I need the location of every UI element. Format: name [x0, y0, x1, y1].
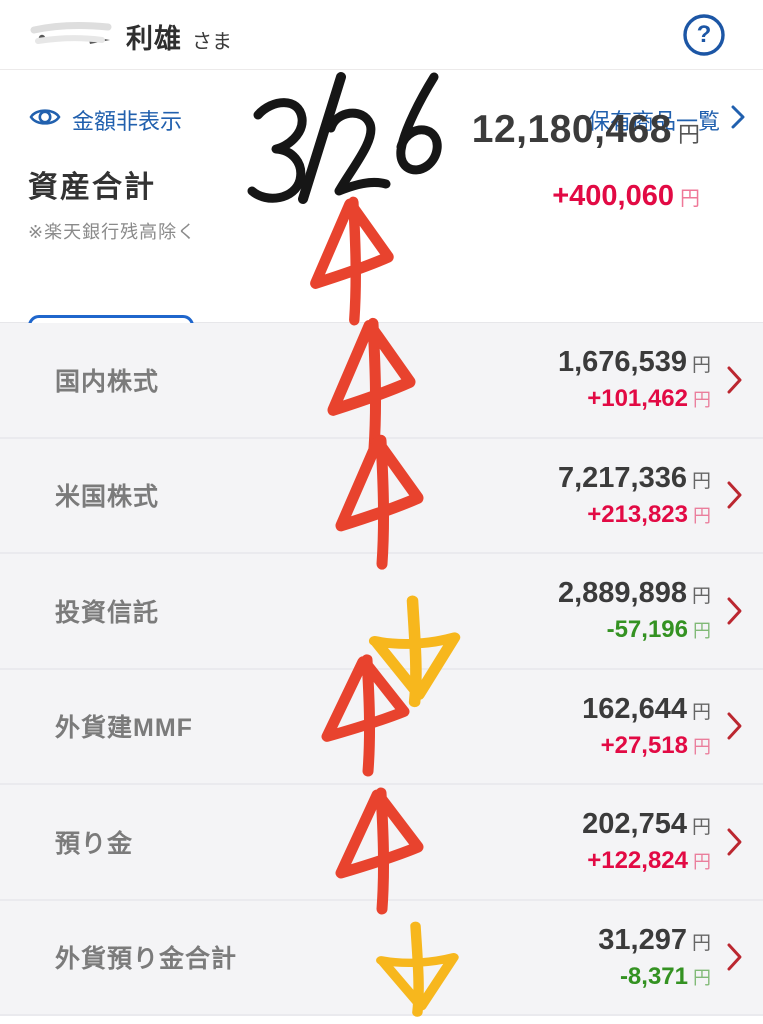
- row-change: +101,462: [587, 385, 688, 413]
- summary-section: 金額非表示 保有商品一覧 資産合計 ※楽天銀行残高除く 前月比 12,180,4…: [0, 70, 763, 372]
- row-deposit[interactable]: 預り金 202,754 円 +122,824 円: [0, 785, 763, 901]
- row-unit: 円: [691, 470, 711, 492]
- row-unit: 円: [691, 355, 711, 377]
- row-change-unit: 円: [693, 852, 711, 873]
- total-assets-value: 12,180,468: [471, 108, 672, 151]
- row-values: 7,217,336 円 +213,823 円: [558, 462, 711, 529]
- row-value: 31,297: [598, 923, 687, 956]
- chevron-right-icon: [725, 825, 745, 859]
- chevron-right-icon: [725, 363, 745, 397]
- row-change-unit: 円: [693, 736, 711, 757]
- row-label: 米国株式: [55, 483, 160, 512]
- help-icon[interactable]: ?: [681, 12, 727, 58]
- holdings-link-label: 保有商品一覧: [587, 109, 720, 134]
- chevron-right-icon: [725, 478, 745, 512]
- row-change-unit: 円: [693, 967, 711, 988]
- row-values: 1,676,539 円 +101,462 円: [558, 346, 711, 413]
- total-assets-unit: 円: [677, 122, 700, 147]
- chevron-right-icon: [725, 594, 745, 628]
- row-value: 1,676,539: [557, 346, 687, 379]
- total-change-value: +400,060: [552, 180, 674, 212]
- row-values: 31,297 円 -8,371 円: [598, 924, 711, 991]
- summary-note: ※楽天銀行残高除く: [28, 222, 197, 242]
- row-change: -8,371: [619, 962, 688, 990]
- holdings-list-link[interactable]: 保有商品一覧: [588, 104, 746, 136]
- summary-toolbar: 金額非表示 保有商品一覧: [0, 70, 763, 136]
- row-change: +213,823: [587, 500, 688, 528]
- page-title: 資産合計: [28, 171, 156, 204]
- row-domestic-stocks[interactable]: 国内株式 1,676,539 円 +101,462 円: [0, 323, 763, 439]
- total-amounts: 12,180,468 円 +400,060 円: [472, 70, 700, 213]
- redacted-surname: [28, 14, 116, 48]
- row-foreign-currency-deposit-total[interactable]: 外貨預り金合計 31,297 円 -8,371 円: [0, 900, 763, 1016]
- row-unit: 円: [691, 701, 711, 723]
- row-label: 預り金: [55, 829, 134, 858]
- hide-amounts-toggle[interactable]: 金額非表示: [28, 104, 182, 136]
- row-change-unit: 円: [693, 505, 711, 526]
- row-values: 162,644 円 +27,518 円: [582, 693, 711, 760]
- chevron-right-icon: [725, 709, 745, 743]
- row-change: -57,196: [606, 616, 688, 644]
- row-label: 外貨建MMF: [55, 714, 193, 743]
- row-label: 国内株式: [55, 367, 160, 396]
- row-values: 202,754 円 +122,824 円: [582, 808, 711, 875]
- row-change: +122,824: [587, 847, 688, 875]
- user-honorific: さま: [192, 30, 232, 53]
- eye-icon: [28, 104, 62, 136]
- row-unit: 円: [691, 817, 711, 839]
- row-change-unit: 円: [693, 390, 711, 411]
- row-change-unit: 円: [693, 621, 711, 642]
- row-unit: 円: [691, 586, 711, 608]
- row-unit: 円: [691, 932, 711, 954]
- app-header: 利雄 さま ?: [0, 0, 763, 70]
- row-label: 投資信託: [55, 598, 160, 627]
- row-value: 202,754: [582, 808, 687, 841]
- chevron-right-icon: [725, 940, 745, 974]
- row-investment-trusts[interactable]: 投資信託 2,889,898 円 -57,196 円: [0, 554, 763, 670]
- user-name: 利雄: [126, 23, 182, 54]
- asset-rows: 国内株式 1,676,539 円 +101,462 円 米国株式 7,217,336…: [0, 322, 763, 1016]
- total-change-unit: 円: [680, 188, 700, 210]
- row-label: 外貨預り金合計: [55, 945, 238, 974]
- row-change: +27,518: [600, 731, 688, 759]
- row-value: 7,217,336: [557, 461, 687, 494]
- hide-amounts-label: 金額非表示: [72, 109, 183, 134]
- row-us-stocks[interactable]: 米国株式 7,217,336 円 +213,823 円: [0, 438, 763, 554]
- row-value: 2,889,898: [557, 577, 687, 610]
- row-foreign-currency-mmf[interactable]: 外貨建MMF 162,644 円 +27,518 円: [0, 669, 763, 785]
- row-value: 162,644: [582, 692, 687, 725]
- svg-text:?: ?: [697, 21, 712, 48]
- row-values: 2,889,898 円 -57,196 円: [558, 577, 711, 644]
- account-name: 利雄 さま: [28, 14, 232, 56]
- chevron-right-icon: [730, 104, 746, 136]
